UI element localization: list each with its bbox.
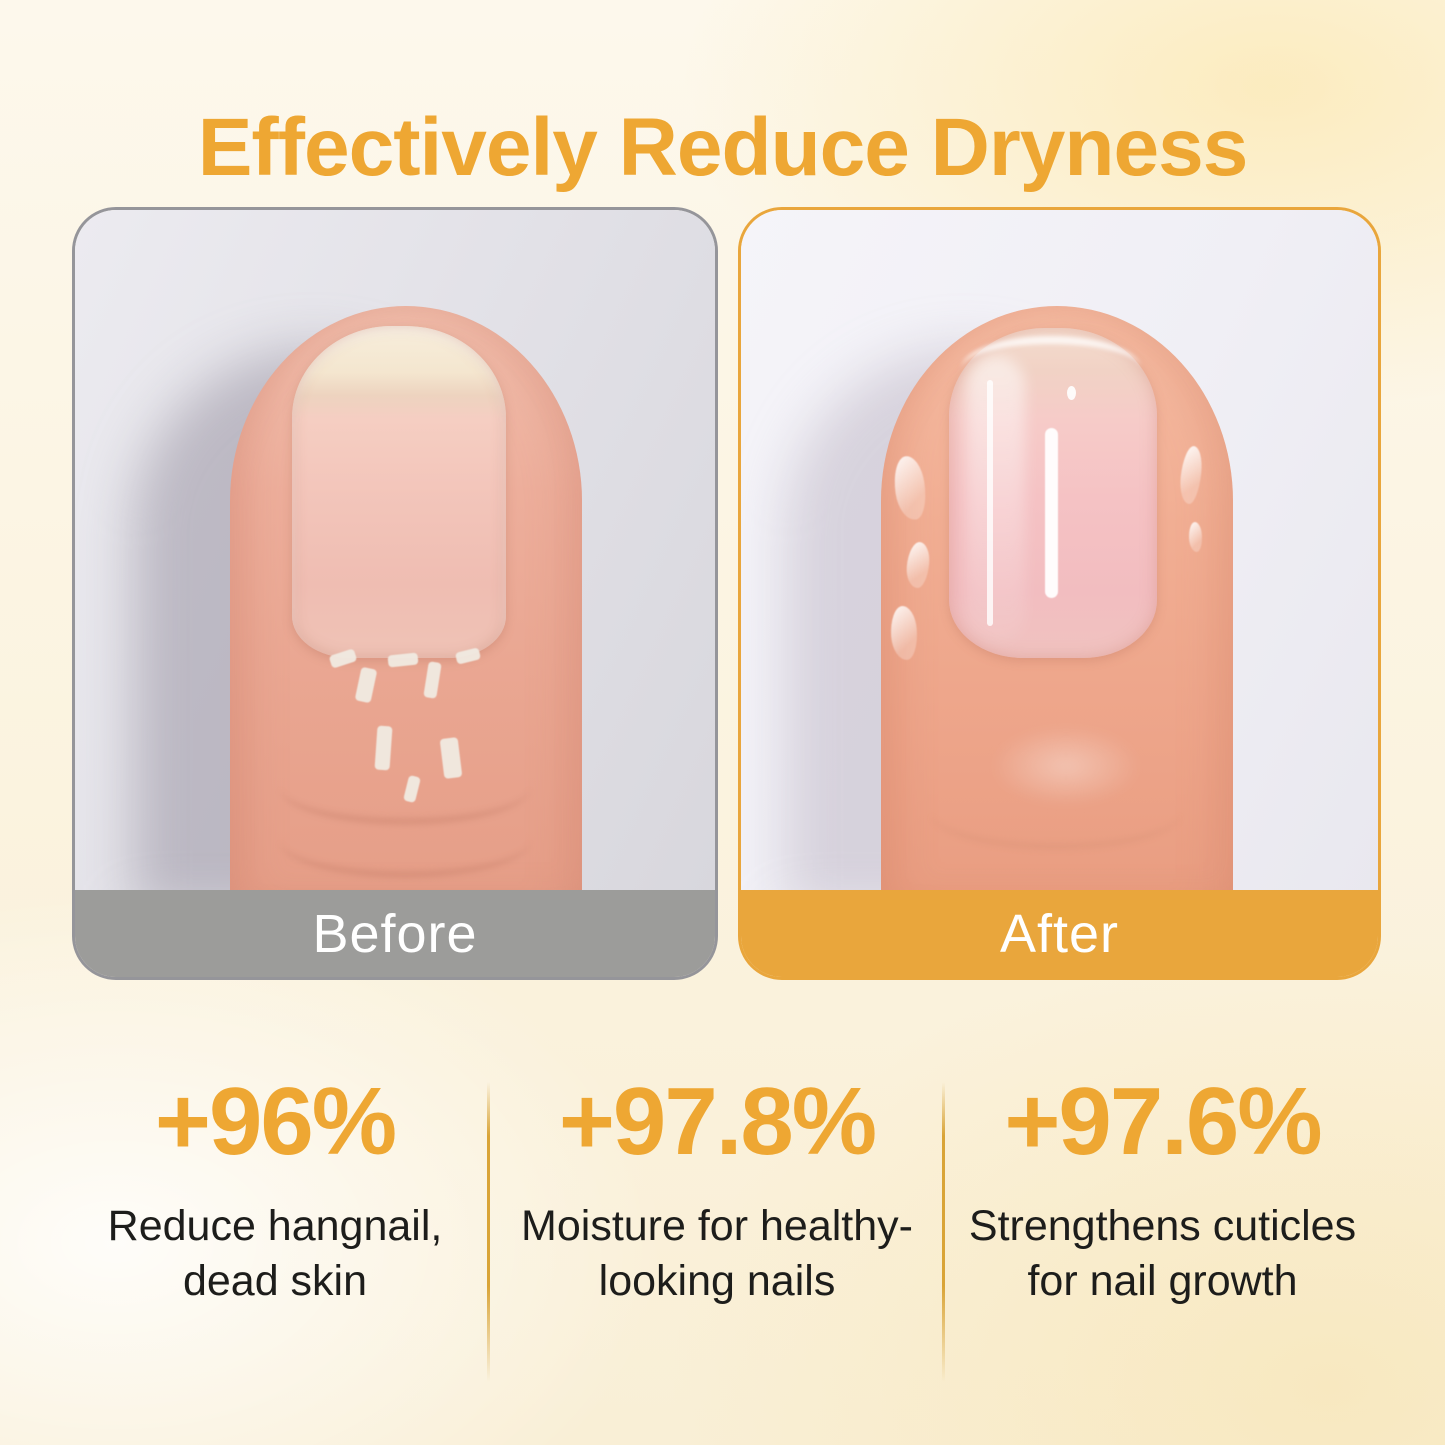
gloss-highlight [961, 336, 1141, 402]
stat-divider [942, 1082, 945, 1382]
after-finger-graphic [881, 306, 1233, 890]
dead-skin-flake [354, 666, 378, 704]
oil-droplet [905, 541, 931, 589]
stat-divider [487, 1082, 490, 1382]
oil-droplet [1178, 445, 1204, 505]
after-label-band: After [741, 890, 1378, 977]
stat-description: Reduce hangnail, dead skin [107, 1201, 443, 1305]
stat-value: +96% [154, 1068, 397, 1175]
before-nail-graphic [292, 326, 506, 658]
after-card: After [738, 207, 1381, 980]
before-card: Before [72, 207, 718, 980]
oil-droplet [889, 605, 919, 661]
oil-droplet [890, 454, 930, 522]
stat-block-moisture: +97.8% Moisture for healthy- looking nai… [478, 1068, 956, 1309]
stat-block-cuticles: +97.6% Strengthens cuticles for nail gro… [920, 1068, 1405, 1309]
dead-skin-flake [387, 652, 419, 668]
before-finger-graphic [230, 306, 582, 890]
stat-description: Moisture for healthy- looking nails [521, 1201, 913, 1305]
dead-skin-flake [423, 661, 442, 699]
gloss-highlight [1067, 386, 1076, 400]
stat-block-hangnail: +96% Reduce hangnail, dead skin [40, 1068, 510, 1309]
before-label: Before [312, 903, 478, 964]
gloss-highlight [987, 380, 993, 626]
oil-droplet [1188, 521, 1203, 553]
page-title: Effectively Reduce Dryness [197, 101, 1249, 193]
gloss-highlight [1045, 428, 1058, 598]
before-label-band: Before [75, 890, 715, 977]
after-label: After [999, 903, 1120, 964]
after-photo [741, 210, 1378, 890]
stat-description: Strengthens cuticles for nail growth [968, 1201, 1357, 1305]
before-photo [75, 210, 715, 890]
stat-value: +97.8% [558, 1068, 877, 1175]
stat-value: +97.6% [1004, 1068, 1322, 1175]
after-nail-graphic [949, 328, 1157, 658]
knuckle-wrinkle [931, 776, 1181, 850]
gloss-highlight [967, 356, 1025, 644]
